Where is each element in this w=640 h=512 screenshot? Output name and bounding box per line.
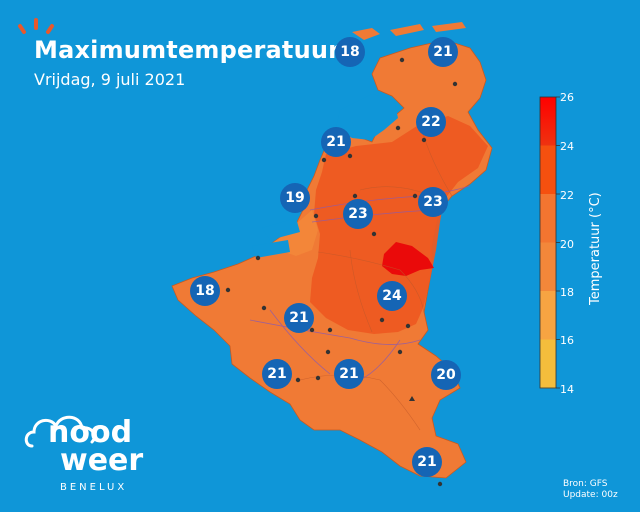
logo-weer: weer — [60, 443, 144, 478]
legend-tick: 26 — [560, 91, 574, 104]
legend-segment — [540, 194, 556, 243]
summit-marker — [409, 396, 415, 401]
legend-title: Temperatuur (°C) — [588, 192, 603, 305]
legend-segment — [540, 97, 556, 146]
temp-badge: 23 — [418, 187, 448, 217]
legend-tick: 24 — [560, 140, 574, 153]
legend-segment — [540, 145, 556, 195]
temp-badge: 22 — [416, 107, 446, 137]
legend-tick: 18 — [560, 286, 574, 299]
temp-badge: 21 — [284, 303, 314, 333]
temp-badge: 23 — [343, 199, 373, 229]
temp-badge: 19 — [280, 183, 310, 213]
update-line: Update: 00z — [563, 490, 618, 500]
legend-tick: 22 — [560, 189, 574, 202]
temp-badge: 18 — [190, 276, 220, 306]
temp-badge: 20 — [431, 360, 461, 390]
logo-benelux: BENELUX — [60, 482, 128, 493]
zeeland-water — [252, 218, 300, 258]
temp-badge: 21 — [321, 127, 351, 157]
temp-badge: 24 — [377, 281, 407, 311]
temp-badge: 21 — [262, 359, 292, 389]
map-title: Maximumtemperatuur — [34, 36, 341, 64]
temp-badge: 21 — [334, 359, 364, 389]
legend-colorbar — [539, 96, 560, 389]
legend-tick: 14 — [560, 383, 574, 396]
city-dots — [225, 57, 458, 487]
legend-tick: 20 — [560, 238, 574, 251]
temp-badge: 21 — [428, 37, 458, 67]
temp-badge: 18 — [335, 37, 365, 67]
legend-tick: 16 — [560, 334, 574, 347]
legend-segment — [540, 291, 556, 340]
source-line: Bron: GFS — [563, 479, 608, 489]
legend-segment — [540, 242, 556, 292]
source-info: Bron: GFS Update: 00z — [563, 479, 618, 501]
cloud-logo-icon — [24, 415, 96, 448]
legend-segment — [540, 339, 556, 389]
sun-rays-icon — [18, 18, 54, 34]
hotspot-area — [382, 242, 434, 276]
wadden-islands — [352, 22, 466, 40]
temp-badge: 21 — [412, 447, 442, 477]
map-date: Vrijdag, 9 juli 2021 — [34, 70, 186, 89]
ijsselmeer — [336, 94, 398, 140]
logo-nood: nood — [48, 415, 133, 450]
